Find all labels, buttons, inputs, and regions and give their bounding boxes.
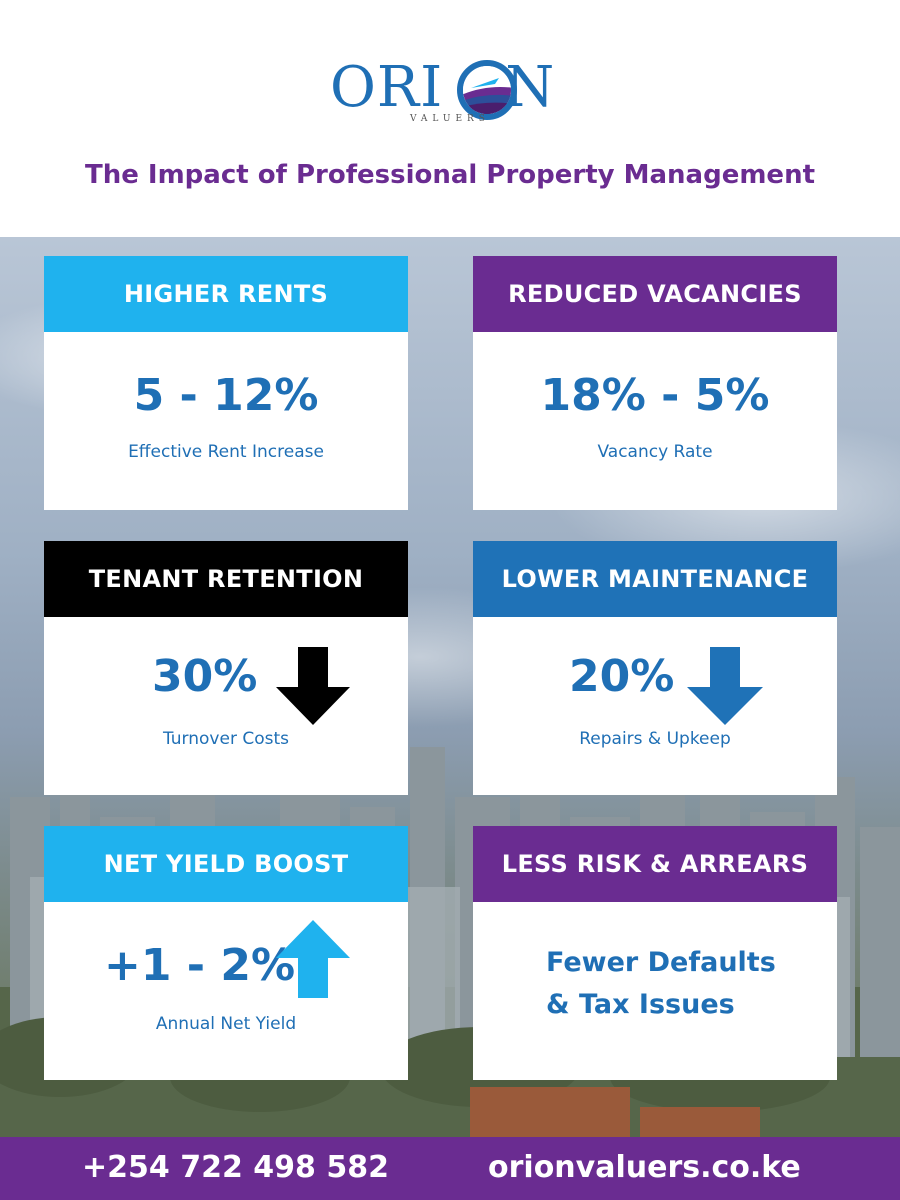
card-tenant-retention: TENANT RETENTION 30% Turnover Costs bbox=[44, 541, 408, 795]
card-value: 30% bbox=[152, 651, 258, 702]
card-heading: HIGHER RENTS bbox=[44, 256, 408, 332]
logo-tagline: VALUERS bbox=[410, 114, 490, 124]
card-heading: REDUCED VACANCIES bbox=[473, 256, 837, 332]
card-value: 5 - 12% bbox=[133, 370, 319, 421]
card-body: Fewer Defaults & Tax Issues bbox=[473, 902, 837, 1080]
arrow-up-icon bbox=[276, 920, 350, 998]
card-value: 18% - 5% bbox=[540, 370, 770, 421]
arrow-down-icon bbox=[276, 647, 350, 725]
card-heading: LESS RISK & ARREARS bbox=[473, 826, 837, 902]
page-title: The Impact of Professional Property Mana… bbox=[84, 160, 816, 190]
website-link[interactable]: orionvaluers.co.ke bbox=[488, 1150, 801, 1185]
card-body: +1 - 2% Annual Net Yield bbox=[44, 902, 408, 1080]
card-caption: Repairs & Upkeep bbox=[579, 729, 731, 749]
card-net-yield-boost: NET YIELD BOOST +1 - 2% Annual Net Yield bbox=[44, 826, 408, 1080]
card-text: Fewer Defaults & Tax Issues bbox=[546, 942, 776, 1026]
header: ORI N VALUERS The Impact of Professional … bbox=[0, 0, 900, 237]
card-caption: Turnover Costs bbox=[162, 729, 289, 749]
card-less-risk-arrears: LESS RISK & ARREARS Fewer Defaults & Tax… bbox=[473, 826, 837, 1080]
card-value: 20% bbox=[569, 651, 675, 702]
orion-logo: ORI N VALUERS bbox=[0, 48, 900, 138]
arrow-down-icon bbox=[687, 647, 763, 725]
card-heading: NET YIELD BOOST bbox=[44, 826, 408, 902]
card-value: +1 - 2% bbox=[104, 940, 296, 991]
logo-text-left: ORI bbox=[330, 55, 444, 120]
card-heading: TENANT RETENTION bbox=[44, 541, 408, 617]
card-heading: LOWER MAINTENANCE bbox=[473, 541, 837, 617]
card-reduced-vacancies: REDUCED VACANCIES 18% - 5% Vacancy Rate bbox=[473, 256, 837, 510]
globe-icon bbox=[457, 60, 517, 120]
card-caption: Vacancy Rate bbox=[597, 442, 713, 462]
card-body: 20% Repairs & Upkeep bbox=[473, 617, 837, 795]
card-lower-maintenance: LOWER MAINTENANCE 20% Repairs & Upkeep bbox=[473, 541, 837, 795]
card-text-line: & Tax Issues bbox=[546, 989, 735, 1020]
card-body: 18% - 5% Vacancy Rate bbox=[473, 332, 837, 510]
card-higher-rents: HIGHER RENTS 5 - 12% Effective Rent Incr… bbox=[44, 256, 408, 510]
card-text-line: Fewer Defaults bbox=[546, 947, 776, 978]
footer: +254 722 498 582 orionvaluers.co.ke bbox=[0, 1137, 900, 1200]
phone-number[interactable]: +254 722 498 582 bbox=[82, 1150, 389, 1185]
card-caption: Effective Rent Increase bbox=[128, 442, 324, 462]
card-body: 5 - 12% Effective Rent Increase bbox=[44, 332, 408, 510]
logo-wordmark: ORI N bbox=[330, 48, 555, 128]
card-body: 30% Turnover Costs bbox=[44, 617, 408, 795]
card-caption: Annual Net Yield bbox=[155, 1014, 297, 1034]
